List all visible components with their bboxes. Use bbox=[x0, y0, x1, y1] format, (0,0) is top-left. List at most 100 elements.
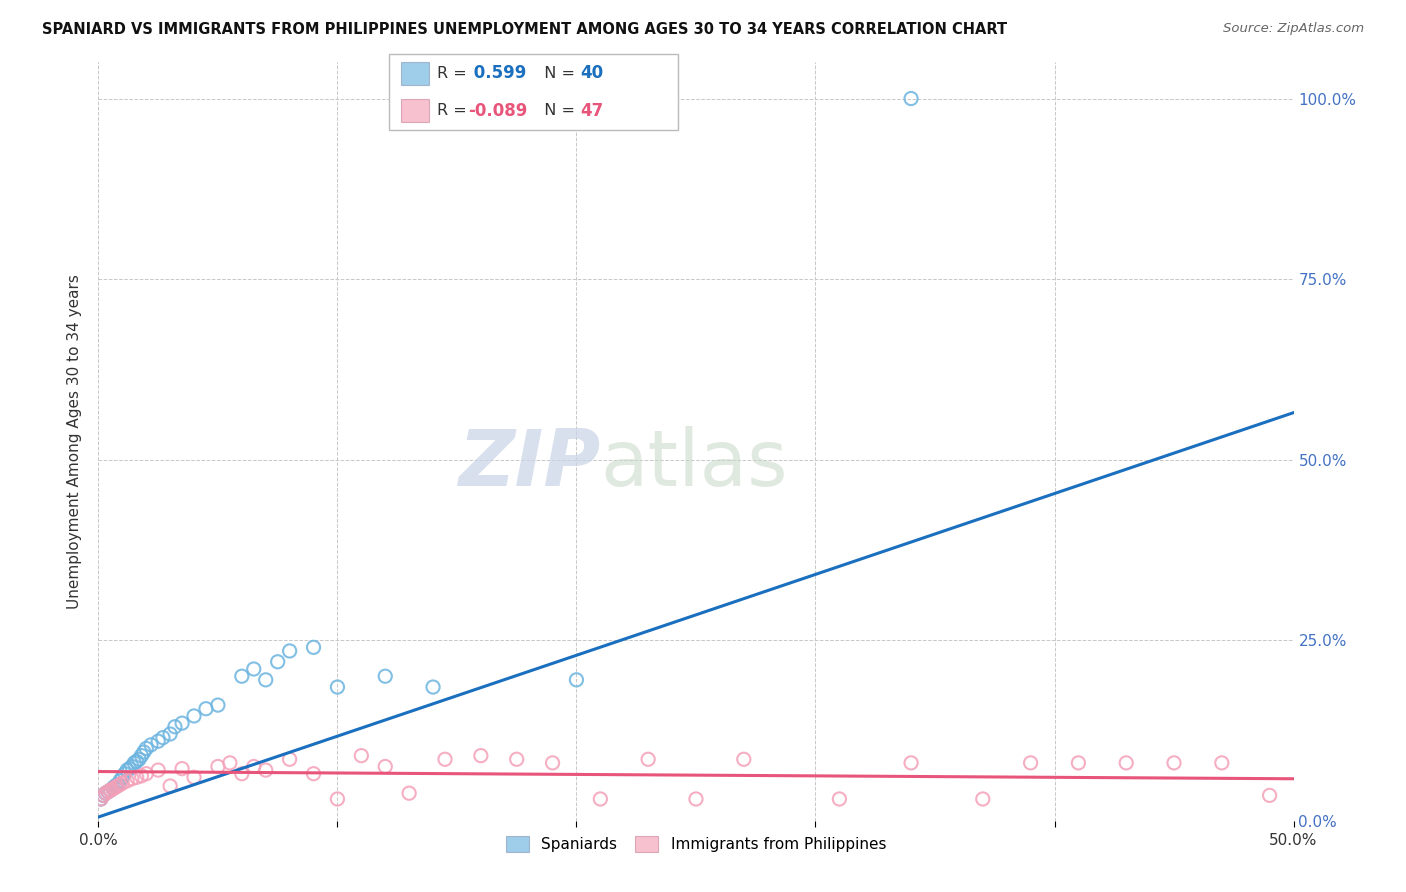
Text: -0.089: -0.089 bbox=[468, 102, 527, 120]
Point bbox=[231, 669, 253, 683]
Point bbox=[104, 780, 127, 795]
Point bbox=[172, 762, 194, 776]
Point bbox=[94, 786, 117, 800]
Point bbox=[207, 759, 229, 773]
Point bbox=[219, 756, 242, 770]
Text: ZIP: ZIP bbox=[458, 426, 600, 502]
Point bbox=[111, 776, 134, 790]
Text: N =: N = bbox=[534, 66, 581, 80]
Point bbox=[125, 755, 148, 769]
Point bbox=[326, 792, 349, 806]
Point bbox=[108, 778, 131, 792]
Point bbox=[828, 792, 851, 806]
Text: 40: 40 bbox=[581, 64, 603, 82]
Point bbox=[1115, 756, 1137, 770]
Point bbox=[94, 786, 117, 800]
Point bbox=[207, 698, 229, 712]
Point bbox=[1163, 756, 1185, 770]
Point bbox=[565, 673, 588, 687]
Point bbox=[900, 756, 922, 770]
Point bbox=[350, 748, 373, 763]
Point bbox=[302, 766, 325, 780]
Point bbox=[131, 769, 153, 783]
Text: N =: N = bbox=[534, 103, 581, 118]
Point bbox=[128, 752, 150, 766]
Point bbox=[183, 770, 205, 784]
Y-axis label: Unemployment Among Ages 30 to 34 years: Unemployment Among Ages 30 to 34 years bbox=[67, 274, 83, 609]
Point bbox=[278, 644, 301, 658]
Point bbox=[900, 91, 922, 105]
Point bbox=[114, 766, 136, 780]
Point bbox=[152, 731, 174, 745]
Text: 47: 47 bbox=[581, 102, 605, 120]
Point bbox=[135, 766, 157, 780]
Point bbox=[148, 763, 170, 777]
Point bbox=[1019, 756, 1042, 770]
Point bbox=[374, 759, 396, 773]
Point bbox=[254, 673, 277, 687]
Point bbox=[1067, 756, 1090, 770]
Point bbox=[637, 752, 659, 766]
Point bbox=[326, 680, 349, 694]
Point bbox=[108, 773, 131, 788]
Point bbox=[183, 709, 205, 723]
Point bbox=[101, 781, 124, 796]
Point bbox=[254, 763, 277, 777]
Point bbox=[139, 738, 162, 752]
Point bbox=[121, 772, 143, 786]
Point bbox=[98, 783, 122, 797]
Legend: Spaniards, Immigrants from Philippines: Spaniards, Immigrants from Philippines bbox=[498, 829, 894, 860]
Point bbox=[91, 789, 114, 803]
Point bbox=[163, 720, 186, 734]
Point bbox=[422, 680, 444, 694]
Point bbox=[434, 752, 457, 766]
Point bbox=[159, 727, 181, 741]
Point bbox=[115, 773, 138, 788]
Point bbox=[159, 779, 181, 793]
Text: Source: ZipAtlas.com: Source: ZipAtlas.com bbox=[1223, 22, 1364, 36]
Point bbox=[97, 785, 120, 799]
Text: 0.599: 0.599 bbox=[468, 64, 527, 82]
Point bbox=[104, 779, 127, 793]
Text: atlas: atlas bbox=[600, 426, 787, 502]
Point bbox=[148, 734, 170, 748]
Point bbox=[121, 759, 143, 773]
Point bbox=[111, 770, 134, 784]
Point bbox=[115, 763, 138, 777]
Point bbox=[132, 745, 155, 759]
Point bbox=[1211, 756, 1233, 770]
Point bbox=[195, 702, 218, 716]
Point bbox=[124, 756, 146, 770]
Point bbox=[541, 756, 564, 770]
Point bbox=[374, 669, 396, 683]
Point bbox=[685, 792, 707, 806]
Point bbox=[231, 766, 253, 780]
Point bbox=[470, 748, 492, 763]
Point bbox=[972, 792, 994, 806]
Point bbox=[97, 785, 120, 799]
Point bbox=[118, 762, 141, 776]
Point bbox=[90, 792, 112, 806]
Point bbox=[131, 748, 153, 763]
Point bbox=[278, 752, 301, 766]
Text: SPANIARD VS IMMIGRANTS FROM PHILIPPINES UNEMPLOYMENT AMONG AGES 30 TO 34 YEARS C: SPANIARD VS IMMIGRANTS FROM PHILIPPINES … bbox=[42, 22, 1007, 37]
Point bbox=[91, 789, 114, 803]
Point bbox=[135, 741, 157, 756]
Point bbox=[125, 770, 148, 784]
Point bbox=[398, 786, 420, 800]
Point bbox=[98, 783, 122, 797]
Point bbox=[107, 779, 129, 793]
Point bbox=[267, 655, 290, 669]
Point bbox=[733, 752, 755, 766]
Text: R =: R = bbox=[437, 66, 472, 80]
Point bbox=[302, 640, 325, 655]
Point bbox=[107, 778, 129, 792]
Text: R =: R = bbox=[437, 103, 472, 118]
Point bbox=[101, 781, 124, 796]
Point bbox=[589, 792, 612, 806]
Point bbox=[1258, 789, 1281, 803]
Point bbox=[243, 759, 266, 773]
Point bbox=[172, 716, 194, 731]
Point bbox=[90, 792, 112, 806]
Point bbox=[243, 662, 266, 676]
